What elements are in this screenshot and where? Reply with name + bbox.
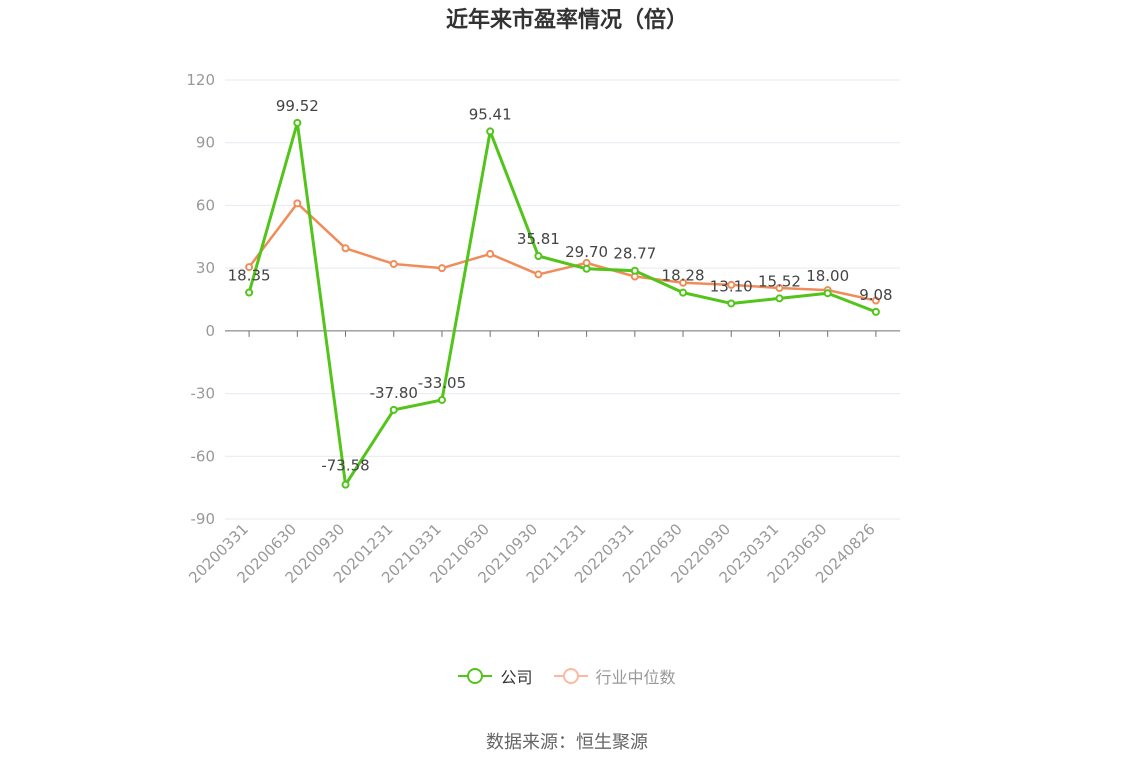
- company-point[interactable]: [534, 251, 543, 260]
- legend-label-company: 公司: [500, 668, 533, 687]
- data-label: 28.77: [613, 245, 656, 263]
- y-tick-label: 0: [205, 322, 215, 340]
- company-point[interactable]: [871, 307, 880, 316]
- industry-point[interactable]: [775, 284, 784, 293]
- data-label: -37.80: [370, 384, 418, 402]
- data-label: 18.28: [662, 267, 705, 285]
- data-label: -73.58: [321, 457, 369, 475]
- company-point[interactable]: [582, 264, 591, 273]
- company-point[interactable]: [775, 294, 784, 303]
- company-point[interactable]: [679, 288, 688, 297]
- data-label: 15.52: [758, 272, 801, 290]
- y-tick-label: 90: [196, 134, 215, 152]
- y-tick-label: 30: [196, 259, 215, 277]
- series: [245, 118, 880, 489]
- y-tick-label: -30: [191, 385, 216, 403]
- data-label: 99.52: [276, 97, 319, 115]
- legend-item-industry[interactable]: 行业中位数: [553, 664, 676, 688]
- y-tick-label: -60: [191, 447, 216, 465]
- company-point[interactable]: [437, 395, 446, 404]
- industry-point[interactable]: [437, 264, 446, 273]
- data-label: 18.00: [806, 267, 849, 285]
- industry-point[interactable]: [871, 296, 880, 305]
- industry-point[interactable]: [341, 244, 350, 253]
- company-point[interactable]: [630, 266, 639, 275]
- company-point[interactable]: [389, 405, 398, 414]
- company-point[interactable]: [245, 288, 254, 297]
- company-point[interactable]: [727, 299, 736, 308]
- chart-title: 近年来市盈率情况（倍）: [445, 8, 688, 33]
- data-labels: 18.35 99.52 -73.58 -37.80-33.05 95.41 35.81 29…: [228, 97, 893, 475]
- data-label: -33.05: [418, 374, 466, 392]
- company-point[interactable]: [341, 480, 350, 489]
- source-note: 数据来源：恒生聚源: [486, 732, 648, 753]
- company-line: [247, 121, 877, 487]
- grid-lines: [225, 79, 900, 520]
- industry-point[interactable]: [679, 278, 688, 287]
- data-label: 95.41: [469, 105, 512, 123]
- legend-item-company[interactable]: 公司: [458, 664, 532, 688]
- company-point[interactable]: [486, 127, 495, 136]
- data-label: 18.35: [228, 266, 271, 284]
- industry-point[interactable]: [727, 280, 736, 289]
- data-label: 35.81: [517, 230, 560, 248]
- company-point[interactable]: [823, 289, 832, 298]
- y-tick-label: 60: [196, 196, 215, 214]
- legend-line-icon: [458, 668, 493, 684]
- legend-label-industry: 行业中位数: [595, 668, 676, 687]
- industry-point[interactable]: [534, 270, 543, 279]
- legend: 公司 行业中位数: [0, 662, 1134, 688]
- data-label: 29.70: [565, 243, 608, 261]
- data-label: 9.08: [859, 286, 892, 304]
- industry-line: [248, 202, 877, 302]
- company-point[interactable]: [293, 118, 302, 127]
- industry-point[interactable]: [245, 263, 254, 272]
- y-tick-label: 120: [186, 71, 215, 89]
- industry-point[interactable]: [486, 249, 495, 258]
- y-tick-label: -90: [191, 510, 216, 528]
- industry-point[interactable]: [293, 199, 302, 208]
- data-label: 13.10: [710, 277, 753, 295]
- industry-point[interactable]: [389, 259, 398, 268]
- legend-line-icon: [553, 668, 588, 684]
- axes: 1209060300-30-60-90202003312020063020200…: [185, 71, 900, 587]
